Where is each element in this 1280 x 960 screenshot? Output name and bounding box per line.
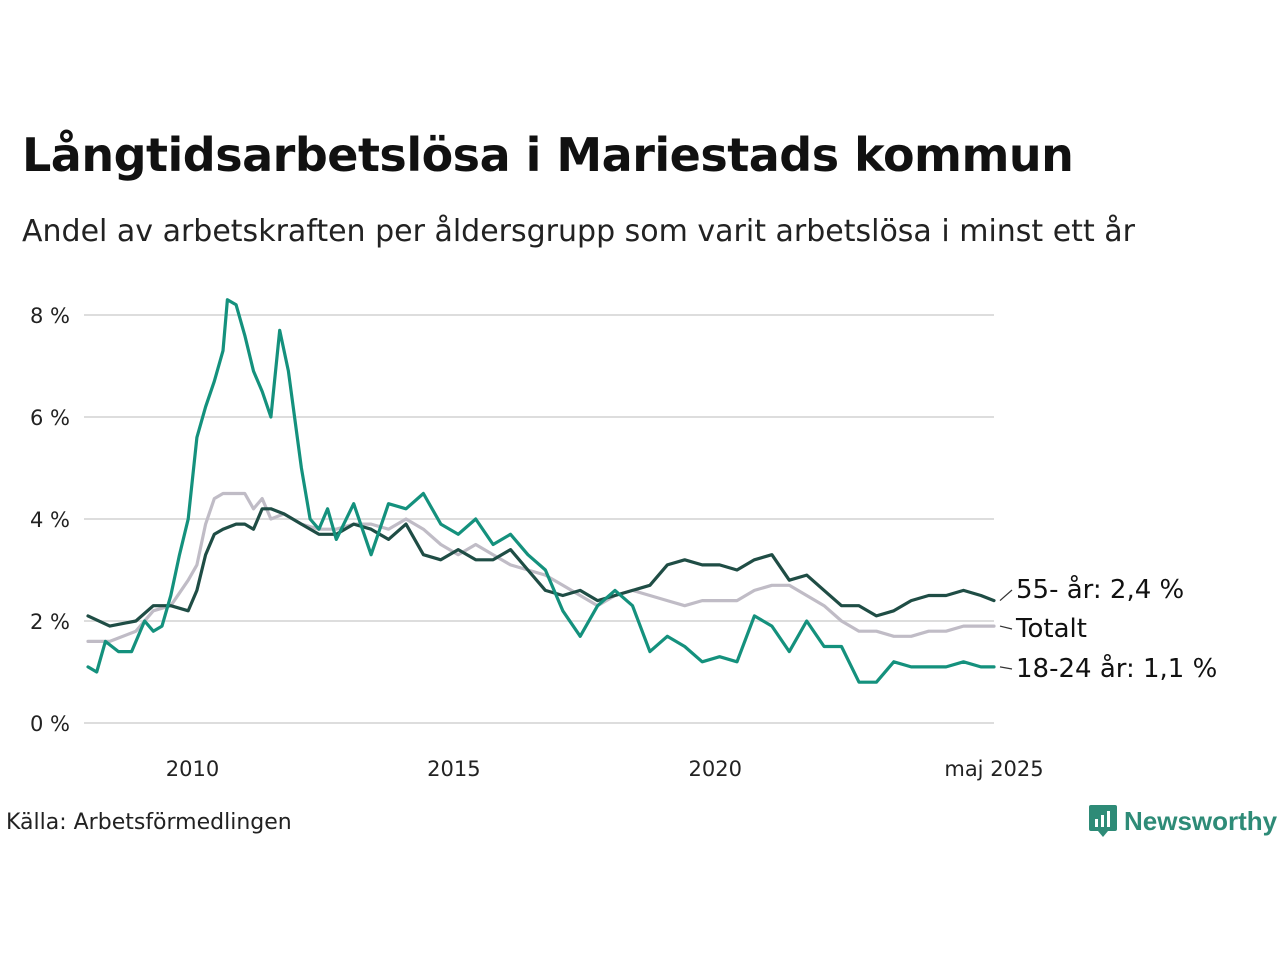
x-tick-label: 2020 xyxy=(689,757,742,781)
series-line-55-plus xyxy=(86,507,996,628)
chart-subtitle: Andel av arbetskraften per åldersgrupp s… xyxy=(22,214,1135,249)
source-note: Källa: Arbetsförmedlingen xyxy=(6,810,292,835)
x-tick-label: 2010 xyxy=(166,757,219,781)
series-line-18-24 xyxy=(86,298,996,684)
brand-name: Newsworthy xyxy=(1124,805,1278,836)
label-leader xyxy=(999,625,1013,630)
y-tick-label: 6 % xyxy=(30,406,70,430)
series-line-total xyxy=(86,491,996,643)
y-tick-label: 4 % xyxy=(30,508,70,532)
label-leader xyxy=(999,666,1013,670)
label-leader xyxy=(999,589,1013,602)
line-chart: 0 % 2 % 4 % 6 % 8 % 2010 2015 2020 maj 2025 55- … xyxy=(30,298,1217,781)
x-tick-label: maj 2025 xyxy=(944,757,1043,781)
series-end-label: 18-24 år: 1,1 % xyxy=(1016,653,1217,684)
series-end-label: 55- år: 2,4 % xyxy=(1016,574,1184,605)
series-end-label: Totalt xyxy=(1015,614,1087,644)
newsworthy-icon xyxy=(1089,805,1117,837)
y-tick-label: 8 % xyxy=(30,304,70,328)
chart-title: Långtidsarbetslösa i Mariestads kommun xyxy=(22,128,1074,182)
newsworthy-logo: Newsworthy xyxy=(1088,804,1277,838)
y-tick-label: 2 % xyxy=(30,610,70,634)
x-tick-label: 2015 xyxy=(427,757,480,781)
y-tick-label: 0 % xyxy=(30,712,70,736)
